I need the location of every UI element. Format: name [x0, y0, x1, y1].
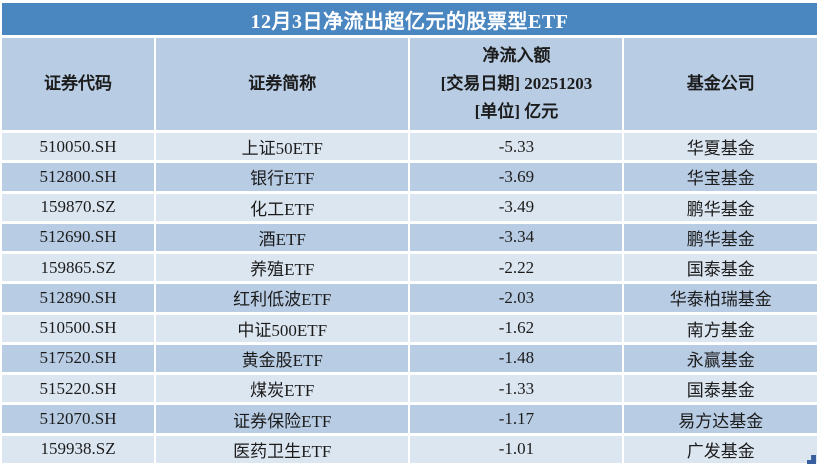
cell-value: -3.49 — [410, 193, 623, 221]
table-header-row: 证券代码 证券简称 净流入额 [交易日期] 20251203 [单位] 亿元 基… — [2, 38, 817, 130]
column-header-name: 证券简称 — [156, 38, 409, 130]
column-header-netflow-line1: 净流入额 — [482, 45, 551, 65]
table-row: 159870.SZ 化工ETF -3.49 鹏华基金 — [2, 193, 817, 221]
column-header-company: 基金公司 — [624, 38, 817, 130]
cell-company: 南方基金 — [624, 314, 817, 342]
table-row: 512070.SH 证券保险ETF -1.17 易方达基金 — [2, 405, 817, 433]
cell-name: 医药卫生ETF — [156, 435, 409, 463]
column-header-code: 证券代码 — [2, 38, 155, 130]
cell-company: 易方达基金 — [624, 405, 817, 433]
cell-code: 512800.SH — [2, 163, 155, 191]
cell-name: 黄金股ETF — [156, 344, 409, 373]
cell-code: 512890.SH — [2, 284, 155, 312]
cell-value: -3.69 — [410, 163, 623, 191]
table-row: 510050.SH 上证50ETF -5.33 华夏基金 — [2, 133, 817, 161]
cell-company: 国泰基金 — [624, 254, 817, 282]
cell-code: 510050.SH — [2, 133, 155, 161]
table-row: 512890.SH 红利低波ETF -2.03 华泰柏瑞基金 — [2, 284, 817, 312]
cell-code: 159865.SZ — [2, 254, 155, 282]
cell-code: 159870.SZ — [2, 193, 155, 221]
cell-name: 红利低波ETF — [156, 284, 409, 312]
table-row: 512690.SH 酒ETF -3.34 鹏华基金 — [2, 223, 817, 252]
column-header-netflow-line2: [交易日期] 20251203 — [440, 73, 593, 93]
cell-name: 银行ETF — [156, 163, 409, 191]
cell-value: -1.33 — [410, 375, 623, 403]
cell-code: 159938.SZ — [2, 435, 155, 463]
table-row: 510500.SH 中证500ETF -1.62 南方基金 — [2, 314, 817, 342]
cell-code: 510500.SH — [2, 314, 155, 342]
cell-name: 上证50ETF — [156, 133, 409, 161]
table-title: 12月3日净流出超亿元的股票型ETF — [2, 3, 817, 35]
column-header-netflow: 净流入额 [交易日期] 20251203 [单位] 亿元 — [410, 38, 623, 130]
table-title-row: 12月3日净流出超亿元的股票型ETF — [2, 3, 817, 35]
table-row: 512800.SH 银行ETF -3.69 华宝基金 — [2, 163, 817, 191]
cell-code: 517520.SH — [2, 344, 155, 373]
cell-name: 证券保险ETF — [156, 405, 409, 433]
cell-name: 煤炭ETF — [156, 375, 409, 403]
cell-company: 华泰柏瑞基金 — [624, 284, 817, 312]
cell-code: 515220.SH — [2, 375, 155, 403]
cell-name: 养殖ETF — [156, 254, 409, 282]
cell-company: 华夏基金 — [624, 133, 817, 161]
cell-company: 国泰基金 — [624, 375, 817, 403]
cell-code: 512070.SH — [2, 405, 155, 433]
cell-company: 鹏华基金 — [624, 193, 817, 221]
cell-name: 化工ETF — [156, 193, 409, 221]
cell-company: 永赢基金 — [624, 344, 817, 373]
cell-company: 广发基金 — [624, 435, 817, 463]
table-row: 515220.SH 煤炭ETF -1.33 国泰基金 — [2, 375, 817, 403]
cell-value: -2.22 — [410, 254, 623, 282]
column-header-netflow-line3: [单位] 亿元 — [474, 102, 559, 122]
table-row: 159865.SZ 养殖ETF -2.22 国泰基金 — [2, 254, 817, 282]
cell-value: -3.34 — [410, 223, 623, 252]
table-row: 517520.SH 黄金股ETF -1.48 永赢基金 — [2, 344, 817, 373]
table-row: 159938.SZ 医药卫生ETF -1.01 广发基金 — [2, 435, 817, 463]
cell-company: 鹏华基金 — [624, 223, 817, 252]
corner-mark-icon — [807, 455, 816, 464]
cell-company: 华宝基金 — [624, 163, 817, 191]
cell-name: 酒ETF — [156, 223, 409, 252]
cell-value: -5.33 — [410, 133, 623, 161]
cell-code: 512690.SH — [2, 223, 155, 252]
cell-value: -1.01 — [410, 435, 623, 463]
cell-value: -1.62 — [410, 314, 623, 342]
cell-value: -1.48 — [410, 344, 623, 373]
cell-value: -2.03 — [410, 284, 623, 312]
cell-value: -1.17 — [410, 405, 623, 433]
cell-name: 中证500ETF — [156, 314, 409, 342]
